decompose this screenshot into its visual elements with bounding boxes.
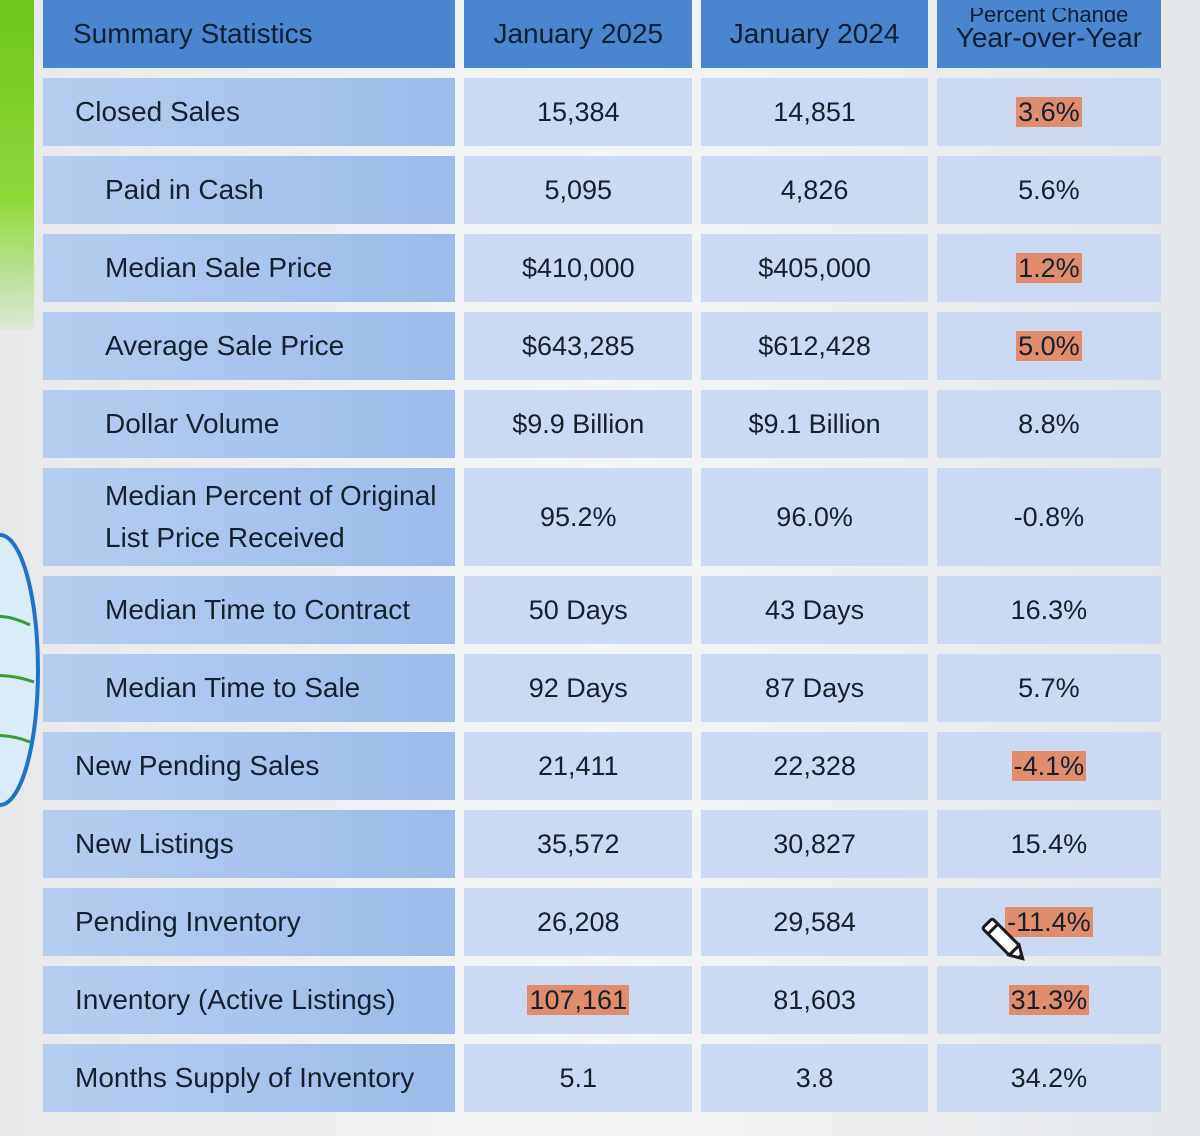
cell-change: -0.8% <box>936 468 1161 566</box>
row-label: Median Time to Contract <box>43 576 456 644</box>
cell-change: 16.3% <box>936 576 1161 644</box>
table-header-row: Summary Statistics January 2025 January … <box>43 0 1161 68</box>
cell-jan-2025: 92 Days <box>464 654 693 722</box>
header-percent-change: Percent Change Year-over-Year <box>936 0 1161 68</box>
cell-change: 5.0% <box>936 312 1161 380</box>
table-row: Pending Inventory 26,208 29,584 -11.4% <box>43 888 1161 956</box>
highlighted-value: -11.4% <box>1005 906 1093 937</box>
cell-change: 15.4% <box>936 810 1161 878</box>
header-percent-change-line2: Year-over-Year <box>955 22 1142 53</box>
cell-jan-2024: $405,000 <box>701 234 928 302</box>
green-accent-bar <box>0 0 34 330</box>
cell-jan-2025: $643,285 <box>464 312 693 380</box>
cell-change: 8.8% <box>936 390 1161 458</box>
cell-change: 5.6% <box>936 156 1161 224</box>
highlighted-value: 1.2% <box>1016 252 1082 283</box>
row-label-line2: List Price Received <box>105 522 345 553</box>
table-row: Median Sale Price $410,000 $405,000 1.2% <box>43 234 1161 302</box>
pencil-icon[interactable] <box>978 914 1032 968</box>
header-percent-change-line1: Percent Change <box>969 8 1129 22</box>
row-label-line1: Median Percent of Original <box>105 480 437 511</box>
cell-jan-2024: 87 Days <box>701 654 928 722</box>
row-label: Average Sale Price <box>43 312 456 380</box>
highlighted-value: 31.3% <box>1008 984 1090 1015</box>
table-row: Months Supply of Inventory 5.1 3.8 34.2% <box>43 1044 1161 1112</box>
highlighted-value: -4.1% <box>1011 750 1087 781</box>
cell-change: 34.2% <box>936 1044 1161 1112</box>
cell-jan-2025: $9.9 Billion <box>464 390 693 458</box>
cell-jan-2025: 26,208 <box>464 888 693 956</box>
table-row: Average Sale Price $643,285 $612,428 5.0… <box>43 312 1161 380</box>
cell-change: -11.4% <box>936 888 1161 956</box>
cell-jan-2024: 81,603 <box>701 966 928 1034</box>
cell-jan-2025: 50 Days <box>464 576 693 644</box>
table-row: Closed Sales 15,384 14,851 3.6% <box>43 78 1161 146</box>
row-label: New Pending Sales <box>43 732 456 800</box>
row-label: Inventory (Active Listings) <box>43 966 456 1034</box>
cell-jan-2024: 30,827 <box>701 810 928 878</box>
cell-jan-2025: 107,161 <box>464 966 693 1034</box>
row-label: New Listings <box>43 810 456 878</box>
cell-jan-2025: 5,095 <box>464 156 693 224</box>
highlighted-value: 5.0% <box>1016 330 1082 361</box>
cell-change: -4.1% <box>936 732 1161 800</box>
highlighted-value: 107,161 <box>527 984 630 1015</box>
row-label: Pending Inventory <box>43 888 456 956</box>
table-row: New Listings 35,572 30,827 15.4% <box>43 810 1161 878</box>
summary-statistics-table: Summary Statistics January 2025 January … <box>34 0 1170 1122</box>
cell-jan-2024: 43 Days <box>701 576 928 644</box>
header-january-2024: January 2024 <box>701 0 928 68</box>
table-row: Dollar Volume $9.9 Billion $9.1 Billion … <box>43 390 1161 458</box>
cell-change: 1.2% <box>936 234 1161 302</box>
cell-jan-2024: $612,428 <box>701 312 928 380</box>
cell-jan-2024: 4,826 <box>701 156 928 224</box>
row-label: Median Sale Price <box>43 234 456 302</box>
cell-change: 31.3% <box>936 966 1161 1034</box>
cell-jan-2024: 96.0% <box>701 468 928 566</box>
cell-jan-2025: 5.1 <box>464 1044 693 1112</box>
cell-change: 3.6% <box>936 78 1161 146</box>
cell-jan-2024: 29,584 <box>701 888 928 956</box>
globe-map-icon <box>0 533 40 807</box>
cell-jan-2024: 3.8 <box>701 1044 928 1112</box>
cell-jan-2024: 22,328 <box>701 732 928 800</box>
table-row: Median Time to Contract 50 Days 43 Days … <box>43 576 1161 644</box>
cell-change: 5.7% <box>936 654 1161 722</box>
header-january-2025: January 2025 <box>464 0 693 68</box>
cell-jan-2024: $9.1 Billion <box>701 390 928 458</box>
row-label: Closed Sales <box>43 78 456 146</box>
cell-jan-2025: 21,411 <box>464 732 693 800</box>
row-label: Dollar Volume <box>43 390 456 458</box>
row-label: Paid in Cash <box>43 156 456 224</box>
table-row: Median Percent of Original List Price Re… <box>43 468 1161 566</box>
table-row: Inventory (Active Listings) 107,161 81,6… <box>43 966 1161 1034</box>
row-label: Months Supply of Inventory <box>43 1044 456 1112</box>
row-label: Median Percent of Original List Price Re… <box>43 468 456 566</box>
cell-jan-2025: $410,000 <box>464 234 693 302</box>
row-label: Median Time to Sale <box>43 654 456 722</box>
cell-jan-2024: 14,851 <box>701 78 928 146</box>
cell-jan-2025: 35,572 <box>464 810 693 878</box>
cell-jan-2025: 95.2% <box>464 468 693 566</box>
table-row: Median Time to Sale 92 Days 87 Days 5.7% <box>43 654 1161 722</box>
highlighted-value: 3.6% <box>1016 96 1082 127</box>
table-row: Paid in Cash 5,095 4,826 5.6% <box>43 156 1161 224</box>
table-row: New Pending Sales 21,411 22,328 -4.1% <box>43 732 1161 800</box>
header-summary-statistics: Summary Statistics <box>43 0 456 68</box>
cell-jan-2025: 15,384 <box>464 78 693 146</box>
